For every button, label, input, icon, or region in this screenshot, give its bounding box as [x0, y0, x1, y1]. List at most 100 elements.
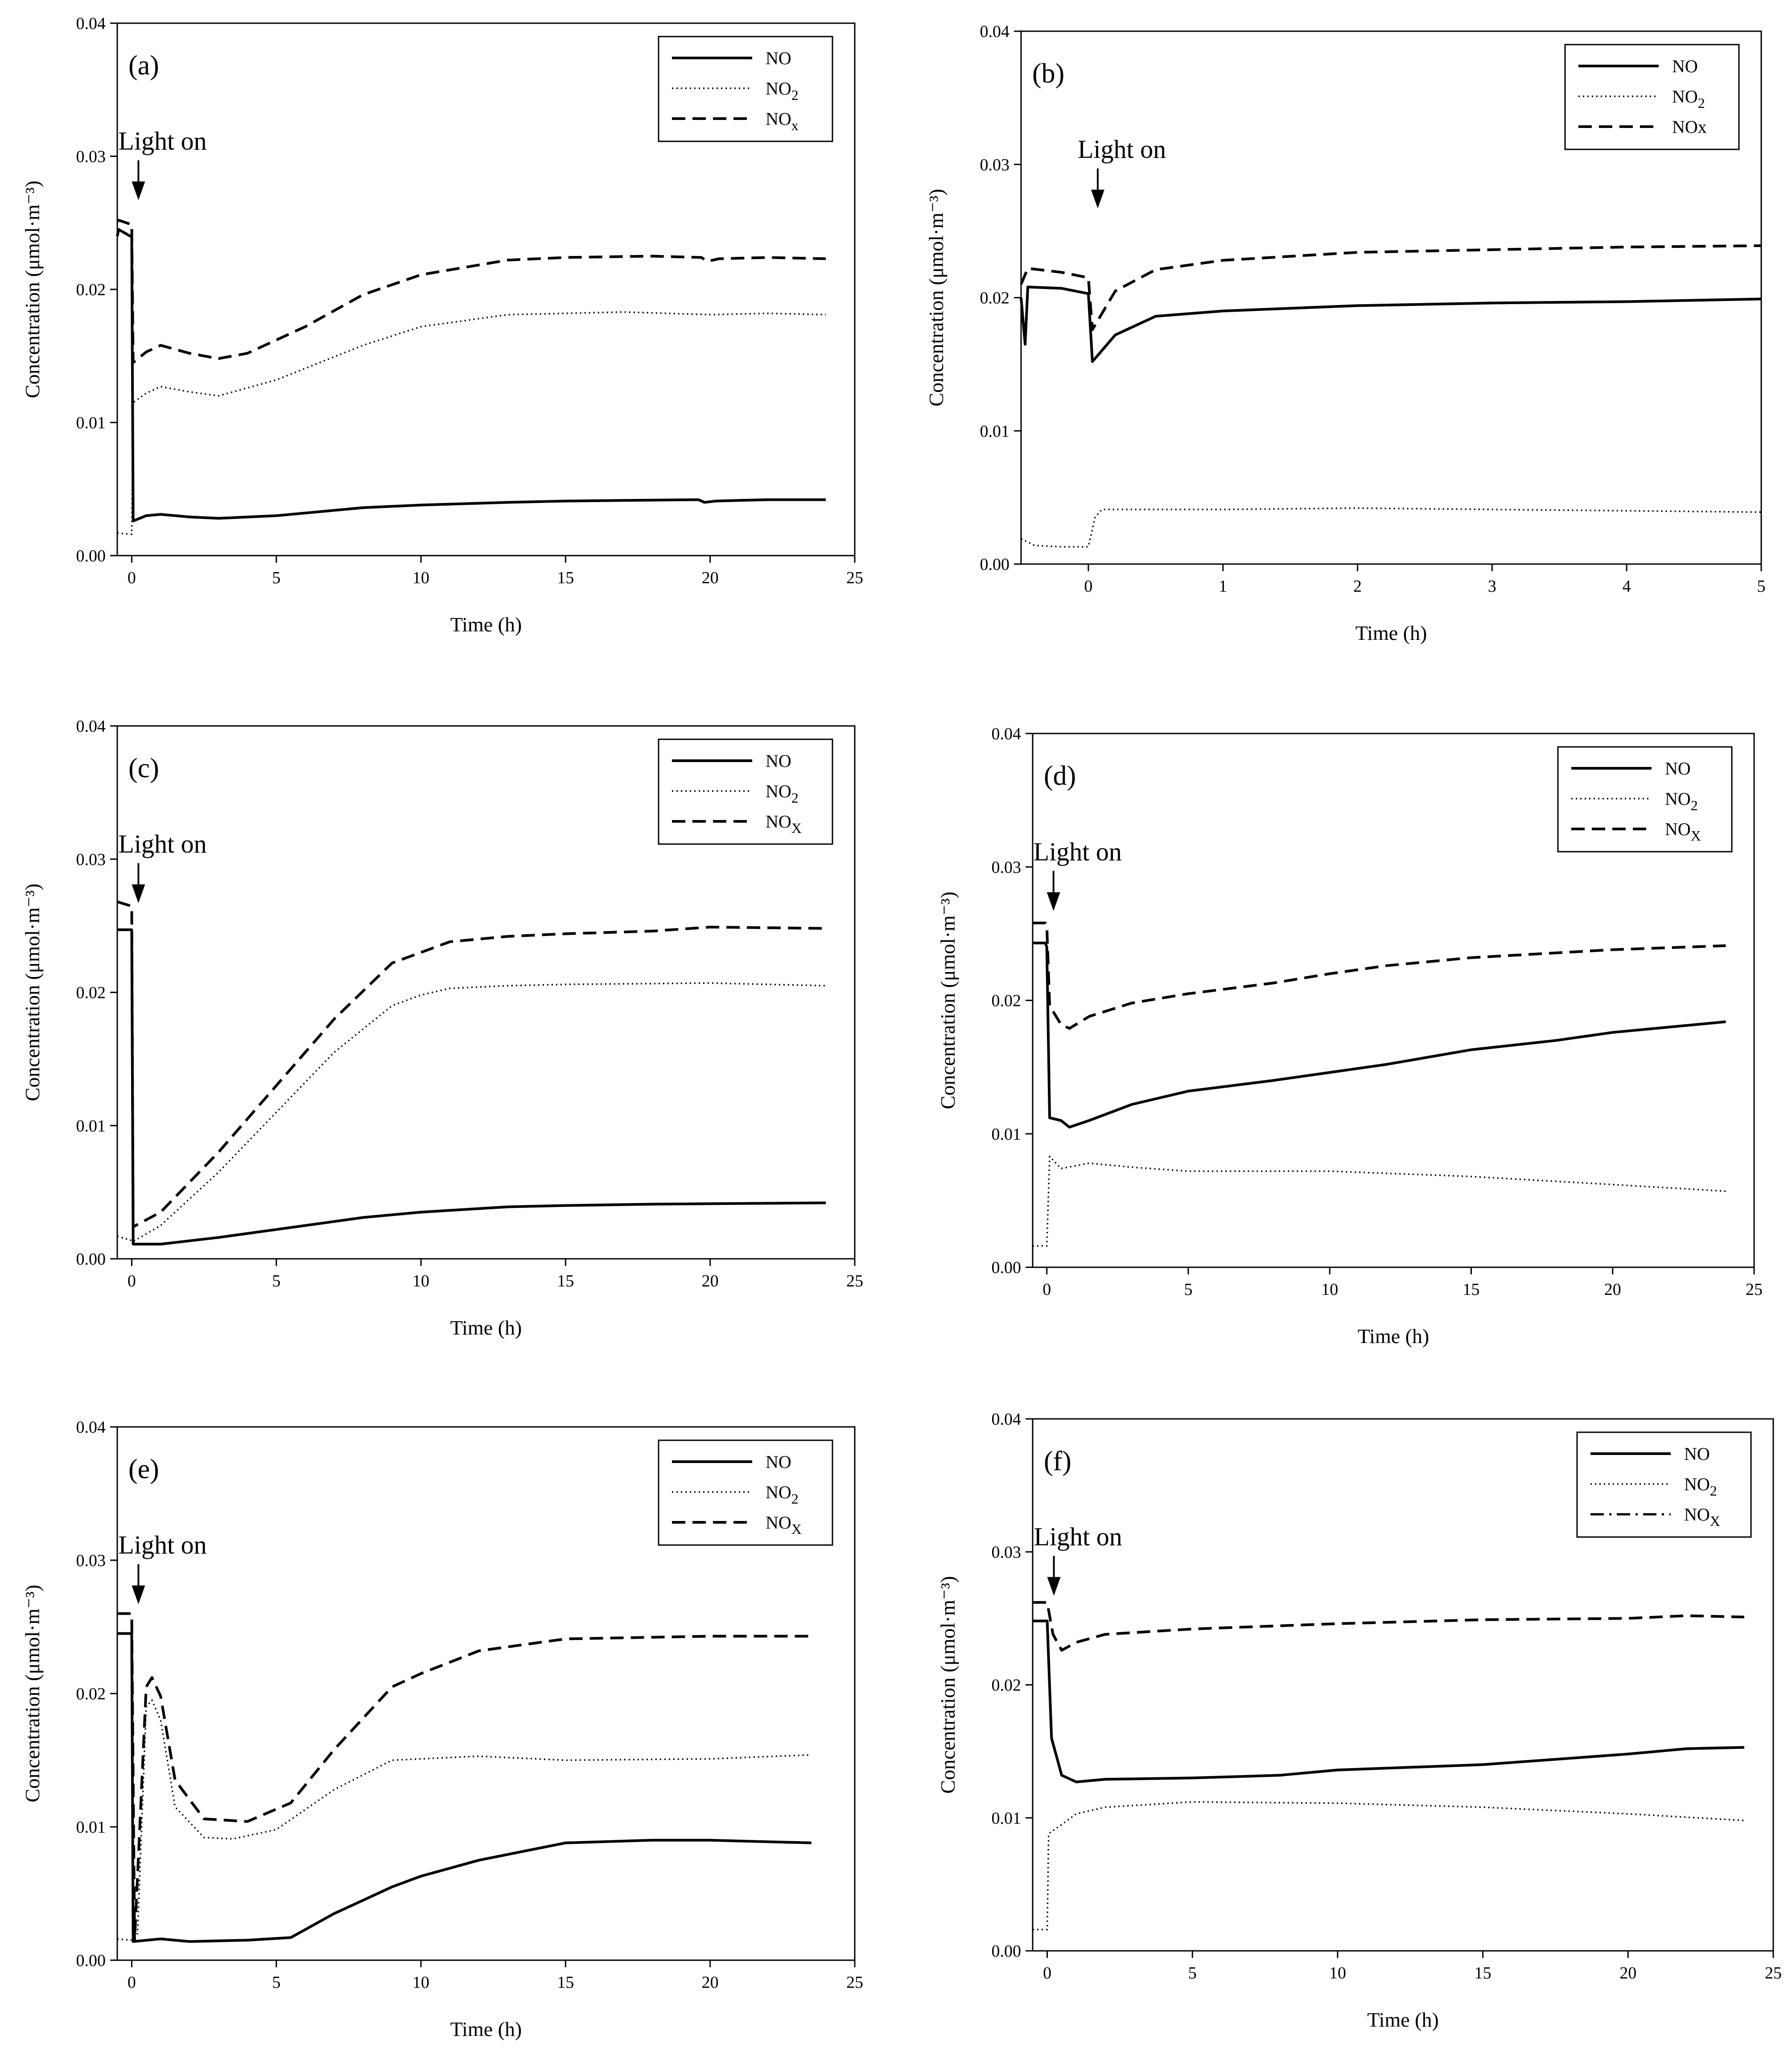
light-on-label: Light on — [118, 127, 206, 156]
y-tick-label: 0.01 — [980, 422, 1010, 441]
legend-label: NO — [766, 48, 791, 68]
x-axis-label: Time (h) — [1358, 1325, 1429, 1348]
y-tick-label: 0.01 — [76, 1117, 106, 1135]
x-tick-label: 20 — [1619, 1964, 1636, 1982]
panel-c: 0 5 10 15 20 25 0.00 0.01 0.02 0.03 0.04 Time (h) Co… — [21, 717, 863, 1339]
y-tick-label: 0.01 — [76, 1818, 106, 1837]
x-tick-label: 20 — [1604, 1280, 1621, 1299]
panel-d: 0 5 10 15 20 25 0.00 0.01 0.02 0.03 0.04 Time (h) Co… — [936, 725, 1763, 1348]
y-tick-label: 0.01 — [992, 1125, 1022, 1144]
series-line-nox — [1033, 1601, 1744, 1652]
y-tick-label: 0.02 — [76, 984, 106, 1002]
panel-a: 0 5 10 15 20 25 0.00 0.01 0.02 0.03 0.04 Time (h) Co… — [21, 14, 863, 636]
series-line-nox — [116, 218, 826, 364]
light-on-arrowhead — [1091, 190, 1104, 209]
panel-e: 0 5 10 15 20 25 0.00 0.01 0.02 0.03 0.04 Time (h) Co… — [21, 1418, 863, 2040]
y-axis-label: Concentration (μmol·m⁻³) — [936, 891, 959, 1109]
series-line-no2 — [117, 1699, 812, 1941]
legend-subscript: 2 — [1691, 797, 1698, 813]
y-axis-label: Concentration (μmol·m⁻³) — [21, 1585, 44, 1802]
legend-label: NO — [766, 1452, 791, 1472]
light-on-label: Light on — [118, 1530, 206, 1559]
y-tick-label: 0.03 — [992, 1543, 1022, 1562]
y-tick-label: 0.01 — [76, 414, 106, 433]
series-line-no2 — [117, 311, 826, 535]
y-tick-label: 0.02 — [992, 992, 1022, 1010]
x-tick-label: 15 — [557, 1973, 574, 1992]
y-tick-label: 0.00 — [980, 555, 1010, 574]
y-tick-label: 0.01 — [992, 1809, 1022, 1828]
y-tick-label: 0.03 — [76, 148, 106, 166]
series-line-no — [117, 1632, 812, 1943]
x-tick-label: 10 — [412, 569, 429, 587]
panel-label: (c) — [128, 753, 159, 783]
light-on-label: Light on — [118, 829, 206, 858]
legend-subscript: 2 — [791, 87, 799, 103]
x-tick-label: 15 — [1475, 1964, 1491, 1982]
x-tick-label: 4 — [1623, 577, 1631, 596]
x-tick-label: 5 — [1757, 577, 1766, 596]
y-tick-label: 0.00 — [76, 1951, 106, 1970]
x-tick-label: 0 — [128, 1973, 136, 1992]
y-tick-label: 0.00 — [76, 547, 106, 565]
y-tick-label: 0.02 — [980, 289, 1010, 308]
y-tick-label: 0.03 — [76, 1551, 106, 1570]
series-line-no — [1033, 1620, 1744, 1784]
x-tick-label: 15 — [1462, 1280, 1479, 1299]
series-line-nox — [1033, 921, 1726, 1030]
x-tick-label: 20 — [702, 569, 719, 587]
series-line-nox — [117, 1612, 812, 1942]
y-axis-label: Concentration (μmol·m⁻³) — [925, 189, 947, 406]
x-axis-label: Time (h) — [450, 2018, 522, 2040]
x-tick-label: 10 — [412, 1973, 429, 1992]
x-tick-label: 25 — [1746, 1280, 1763, 1299]
x-tick-label: 10 — [1329, 1964, 1346, 1982]
light-on-label: Light on — [1034, 837, 1122, 866]
y-axis-label: Concentration (μmol·m⁻³) — [21, 181, 44, 398]
light-on-arrowhead — [132, 1585, 145, 1604]
panel-label: (a) — [128, 50, 159, 81]
series-line-nox — [1020, 244, 1762, 331]
x-tick-label: 25 — [1765, 1964, 1782, 1982]
x-tick-label: 0 — [128, 569, 136, 587]
legend-box — [658, 738, 833, 845]
x-tick-label: 5 — [272, 1973, 280, 1992]
legend-subscript: X — [1691, 828, 1701, 844]
x-tick-label: 2 — [1353, 577, 1362, 596]
legend-subscript: x — [791, 117, 799, 133]
series-line-no2 — [1033, 1155, 1726, 1247]
legend-box — [1557, 746, 1733, 853]
x-tick-label: 0 — [1084, 577, 1092, 596]
series-line-no — [1020, 285, 1762, 363]
y-tick-label: 0.00 — [76, 1250, 106, 1269]
legend-box — [1576, 1431, 1752, 1538]
light-on-arrowhead — [1046, 892, 1060, 911]
legend-box — [658, 1439, 833, 1546]
legend-subscript: X — [791, 820, 802, 836]
y-tick-label: 0.04 — [76, 14, 106, 33]
legend-subscript: 2 — [791, 790, 799, 806]
series-line-no2 — [1021, 507, 1762, 548]
y-axis-label: Concentration (μmol·m⁻³) — [21, 883, 44, 1101]
x-tick-label: 15 — [557, 569, 574, 587]
x-tick-label: 25 — [846, 1973, 863, 1992]
x-tick-label: 5 — [1184, 1280, 1192, 1299]
x-tick-label: 5 — [1188, 1964, 1197, 1982]
legend-subscript: X — [791, 1521, 802, 1537]
legend-subscript: 2 — [1710, 1483, 1717, 1499]
x-tick-label: 0 — [1042, 1280, 1051, 1299]
series-line-no2 — [1033, 1801, 1744, 1931]
legend-subscript: 2 — [791, 1491, 799, 1507]
legend-label: NOx — [1672, 117, 1707, 137]
y-tick-label: 0.00 — [992, 1258, 1022, 1277]
y-tick-label: 0.02 — [992, 1676, 1022, 1695]
x-tick-label: 10 — [412, 1272, 429, 1290]
x-axis-label: Time (h) — [1367, 2008, 1439, 2031]
y-tick-label: 0.00 — [992, 1942, 1022, 1961]
y-tick-label: 0.02 — [76, 1685, 106, 1703]
